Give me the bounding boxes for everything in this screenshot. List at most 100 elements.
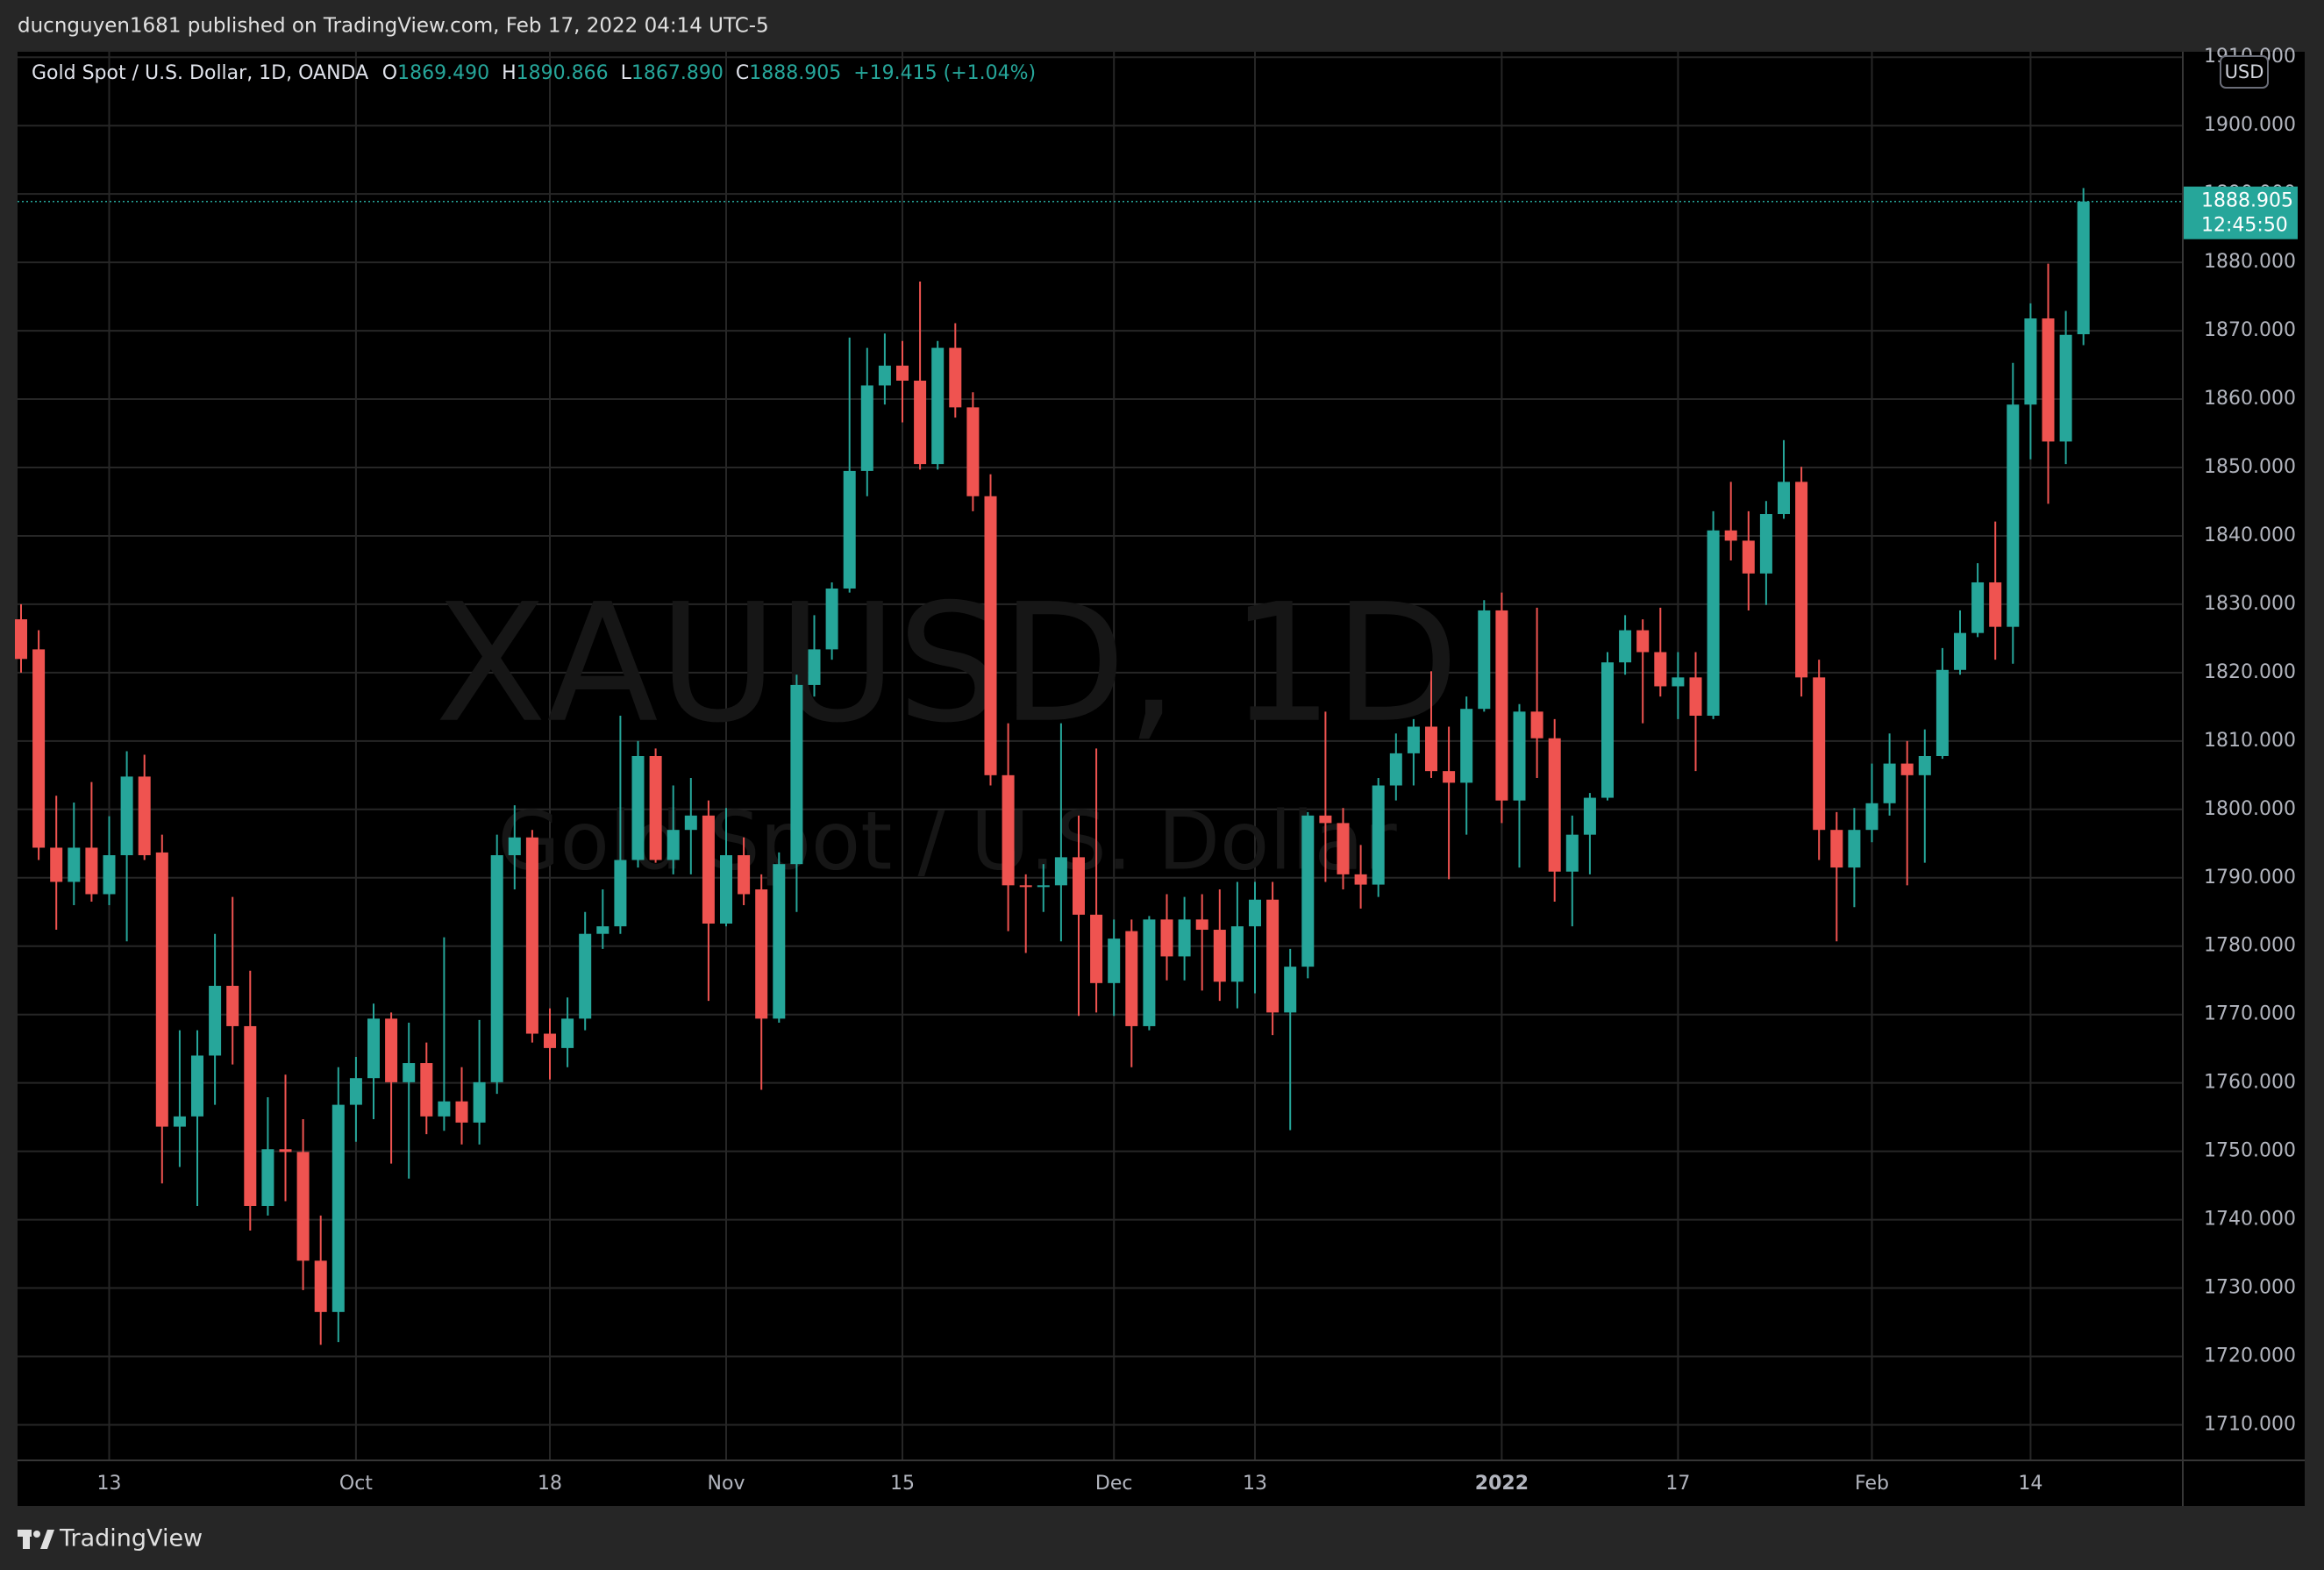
y-tick-label: 1840.000 xyxy=(2204,525,2296,546)
legend-h: H xyxy=(502,62,517,84)
watermark-title: XAUUSD, 1D xyxy=(435,568,1459,759)
candle-body xyxy=(279,1149,292,1153)
candle-body xyxy=(1301,815,1315,967)
logo-part xyxy=(40,1530,54,1549)
candle-body xyxy=(579,933,592,1019)
candle-body xyxy=(667,830,680,860)
candle-body xyxy=(2077,201,2090,335)
candle-body xyxy=(1565,834,1579,872)
candle-body xyxy=(1583,797,1596,835)
candle-body xyxy=(631,756,645,860)
candle-body xyxy=(1548,738,1561,872)
candle-body xyxy=(720,855,732,924)
candle-body xyxy=(173,1116,186,1127)
candle-body xyxy=(1795,482,1808,678)
candle-body xyxy=(1619,630,1632,663)
candle-body xyxy=(2059,334,2072,442)
currency-box[interactable] xyxy=(2220,55,2269,89)
candle-body xyxy=(1372,785,1385,885)
candle-body xyxy=(15,619,27,660)
candle-body xyxy=(138,776,151,856)
candle-body xyxy=(1935,669,1949,756)
candle-body xyxy=(120,776,133,856)
candle-body xyxy=(1513,711,1526,801)
candle-body xyxy=(738,855,751,895)
candle-body xyxy=(50,847,63,882)
candle-body xyxy=(931,347,945,465)
y-tick-label: 1850.000 xyxy=(2204,456,2296,478)
candles xyxy=(15,188,2183,1345)
last-price-label: 1888.905 xyxy=(2201,190,2293,212)
legend-symbol: Gold Spot / U.S. Dollar, 1D, OANDA xyxy=(32,62,368,84)
y-tick-label: 1900.000 xyxy=(2204,114,2296,136)
candle-body xyxy=(966,407,980,496)
candle-body xyxy=(244,1025,257,1206)
legend-change: +19.415 (+1.04%) xyxy=(853,62,1036,84)
candle-body xyxy=(1495,610,1508,801)
candle-body xyxy=(1230,926,1244,982)
y-tick-label: 1720.000 xyxy=(2204,1345,2296,1367)
candle-body xyxy=(1636,630,1650,653)
candle-body xyxy=(349,1078,362,1105)
candle-body xyxy=(1160,919,1173,957)
publisher-line: ducnguyen1681 published on TradingView.c… xyxy=(18,15,769,38)
candle-body xyxy=(1601,662,1614,798)
candle-body xyxy=(2024,318,2037,405)
x-tick-label: Feb xyxy=(1855,1473,1889,1495)
candle-body xyxy=(1848,830,1861,868)
countdown-label: 12:45:50 xyxy=(2201,215,2288,237)
candle-body xyxy=(1954,632,1966,670)
legend-l: L xyxy=(621,62,632,84)
candle-body xyxy=(561,1018,574,1048)
y-tick-label: 1810.000 xyxy=(2204,730,2296,752)
candle-body xyxy=(1778,482,1790,515)
x-tick-label: 14 xyxy=(2018,1473,2042,1495)
candle-body xyxy=(1090,914,1103,983)
x-tick-label: 18 xyxy=(538,1473,562,1495)
candle-body xyxy=(1073,857,1085,915)
x-tick-label: Oct xyxy=(339,1473,373,1495)
candle-body xyxy=(1865,803,1878,831)
candle-body xyxy=(1654,652,1667,687)
candle-body xyxy=(209,985,222,1056)
candle-body xyxy=(1883,763,1896,803)
logo-part xyxy=(23,1530,30,1549)
candle-body xyxy=(755,889,768,1019)
x-tick-label: 13 xyxy=(97,1473,122,1495)
candle-body xyxy=(843,470,856,589)
candle-body xyxy=(155,852,168,1127)
candle-body xyxy=(808,649,821,685)
candle-body xyxy=(103,855,116,895)
candle-body xyxy=(385,1018,398,1082)
legend-high: 1890.866 xyxy=(517,62,609,84)
candle-body xyxy=(1143,919,1156,1026)
candle-body xyxy=(314,1260,327,1312)
candle-body xyxy=(614,860,627,927)
legend: Gold Spot / U.S. Dollar, 1D, OANDA O1869.… xyxy=(32,62,1036,84)
x-tick-label: Nov xyxy=(708,1473,745,1495)
legend-close: 1888.905 xyxy=(749,62,841,84)
candle-body xyxy=(420,1063,433,1117)
candle-body xyxy=(596,926,610,934)
candle-body xyxy=(1284,967,1297,1013)
brand-name: TradingView xyxy=(59,1525,203,1552)
candle-body xyxy=(896,365,909,381)
y-tick-label: 1750.000 xyxy=(2204,1140,2296,1162)
candle-body xyxy=(684,815,697,831)
candle-body xyxy=(1530,711,1543,739)
candle-body xyxy=(68,847,81,882)
candle-body xyxy=(2007,404,2020,627)
candle-body xyxy=(1319,815,1332,824)
candle-body xyxy=(790,684,803,865)
candle-body xyxy=(1830,830,1843,868)
y-tick-label: 1870.000 xyxy=(2204,319,2296,341)
candle-body xyxy=(1002,774,1015,886)
y-tick-label: 1880.000 xyxy=(2204,251,2296,273)
chart-background xyxy=(18,52,2305,1506)
candle-body xyxy=(702,815,715,924)
candle-body xyxy=(1266,899,1280,1013)
candle-body xyxy=(1337,823,1350,874)
last-price-box xyxy=(2184,186,2298,239)
